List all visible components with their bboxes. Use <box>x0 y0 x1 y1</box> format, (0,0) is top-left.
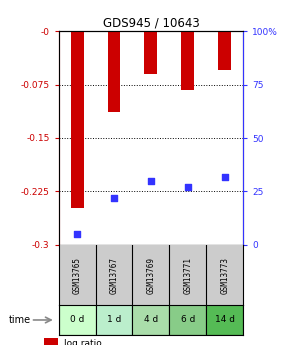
Point <box>75 231 79 237</box>
Text: time: time <box>9 315 31 325</box>
Text: 0 d: 0 d <box>70 315 84 325</box>
Bar <box>108 31 120 112</box>
Text: GSM13767: GSM13767 <box>110 257 118 294</box>
Point <box>185 185 190 190</box>
Text: log ratio: log ratio <box>64 339 102 345</box>
Bar <box>218 31 231 70</box>
Bar <box>144 31 157 74</box>
Bar <box>71 31 84 208</box>
Text: 1 d: 1 d <box>107 315 121 325</box>
Text: GSM13765: GSM13765 <box>73 257 81 294</box>
Text: 4 d: 4 d <box>144 315 158 325</box>
Point <box>112 195 116 201</box>
Point <box>222 174 227 179</box>
Bar <box>132 305 169 335</box>
Text: 6 d: 6 d <box>180 315 195 325</box>
Text: GSM13769: GSM13769 <box>146 257 155 294</box>
Bar <box>59 305 96 335</box>
Bar <box>181 31 194 89</box>
Bar <box>44 338 58 345</box>
Title: GDS945 / 10643: GDS945 / 10643 <box>103 17 199 30</box>
Bar <box>169 305 206 335</box>
Bar <box>206 305 243 335</box>
Text: GSM13771: GSM13771 <box>183 257 192 294</box>
Text: GSM13773: GSM13773 <box>220 257 229 294</box>
Bar <box>96 305 132 335</box>
Text: 14 d: 14 d <box>215 315 235 325</box>
Point <box>149 178 153 184</box>
